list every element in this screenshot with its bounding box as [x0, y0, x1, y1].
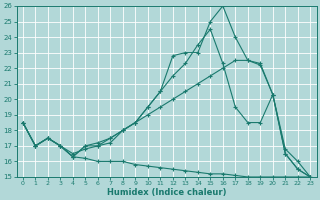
X-axis label: Humidex (Indice chaleur): Humidex (Indice chaleur) — [107, 188, 226, 197]
